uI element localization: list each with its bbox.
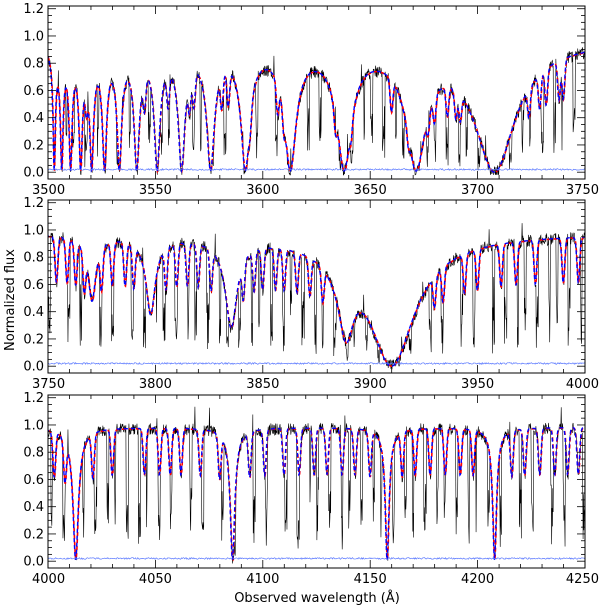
panel-2: 3750 3800 3850 3900 3950 4000 0.0 0.2 0.4 0.6 0.8 1… <box>23 196 599 392</box>
x-tick-label: 4200 <box>461 572 494 587</box>
x-tick-label: 4000 <box>32 572 65 587</box>
y-tick-label: 0.0 <box>23 360 44 375</box>
error-spectrum-1 <box>48 167 585 172</box>
model-b-spectrum-2 <box>48 235 585 367</box>
y-tick-label: 0.6 <box>23 473 44 488</box>
plot-area-1 <box>48 47 585 176</box>
y-axis-title: Normalized flux <box>3 249 18 351</box>
x-tick-label: 4150 <box>354 572 387 587</box>
y-tick-label: 1.2 <box>23 2 44 17</box>
x-tick-label: 3550 <box>139 183 172 198</box>
x-tick-label: 3750 <box>32 377 65 392</box>
x-tick-label: 3900 <box>354 377 387 392</box>
panels-group: 3500 3550 3600 3650 3700 3750 0.0 0.2 0.4 0.6 0.8 1… <box>23 2 599 587</box>
y-tick-label: 1.0 <box>23 29 44 44</box>
y-tick-label: 1.0 <box>23 418 44 433</box>
y-tick-label: 0.0 <box>23 166 44 181</box>
y-tick-label: 0.2 <box>23 527 44 542</box>
x-tick-label: 4050 <box>139 572 172 587</box>
x-tick-label: 3950 <box>461 377 494 392</box>
x-tick-label: 3800 <box>139 377 172 392</box>
x-tick-label: 3650 <box>354 183 387 198</box>
panel-frame-1 <box>47 5 586 180</box>
x-tick-label: 4000 <box>566 377 599 392</box>
y-tick-label: 0.6 <box>23 84 44 99</box>
plot-area-3 <box>48 406 585 564</box>
panel-frame-3 <box>47 394 586 569</box>
y-tick-label: 0.4 <box>23 500 44 515</box>
y-tick-label: 1.2 <box>23 196 44 211</box>
y-tick-label: 0.8 <box>23 251 44 266</box>
x-tick-label: 3750 <box>566 183 599 198</box>
x-tick-label: 4100 <box>246 572 279 587</box>
x-tick-label: 4250 <box>566 572 599 587</box>
y-tick-label: 0.2 <box>23 332 44 347</box>
error-spectrum-3 <box>48 556 585 560</box>
panel-3: 4000 4050 4100 4150 4200 4250 0.0 0.2 0.4 0.6 0.8 1… <box>23 391 599 587</box>
x-axis-title: Observed wavelength (Å) <box>234 590 400 606</box>
panel-frame-2 <box>47 199 586 374</box>
x-tick-label: 3600 <box>246 183 279 198</box>
y-tick-label: 1.2 <box>23 391 44 406</box>
y-tick-label: 0.8 <box>23 57 44 72</box>
y-tick-label: 0.0 <box>23 555 44 570</box>
plot-area-2 <box>48 223 585 370</box>
panel-1: 3500 3550 3600 3650 3700 3750 0.0 0.2 0.4 0.6 0.8 1… <box>23 2 599 198</box>
model-b-spectrum-1 <box>48 51 585 174</box>
y-tick-label: 0.8 <box>23 446 44 461</box>
error-spectrum-2 <box>48 361 585 365</box>
y-tick-label: 1.0 <box>23 223 44 238</box>
y-tick-label: 0.4 <box>23 111 44 126</box>
x-tick-label: 3700 <box>461 183 494 198</box>
y-tick-label: 0.2 <box>23 138 44 153</box>
y-tick-label: 0.6 <box>23 278 44 293</box>
x-tick-label: 3500 <box>32 183 65 198</box>
observed-spectrum-1 <box>48 47 585 176</box>
x-tick-label: 3850 <box>246 377 279 392</box>
y-tick-label: 0.4 <box>23 305 44 320</box>
